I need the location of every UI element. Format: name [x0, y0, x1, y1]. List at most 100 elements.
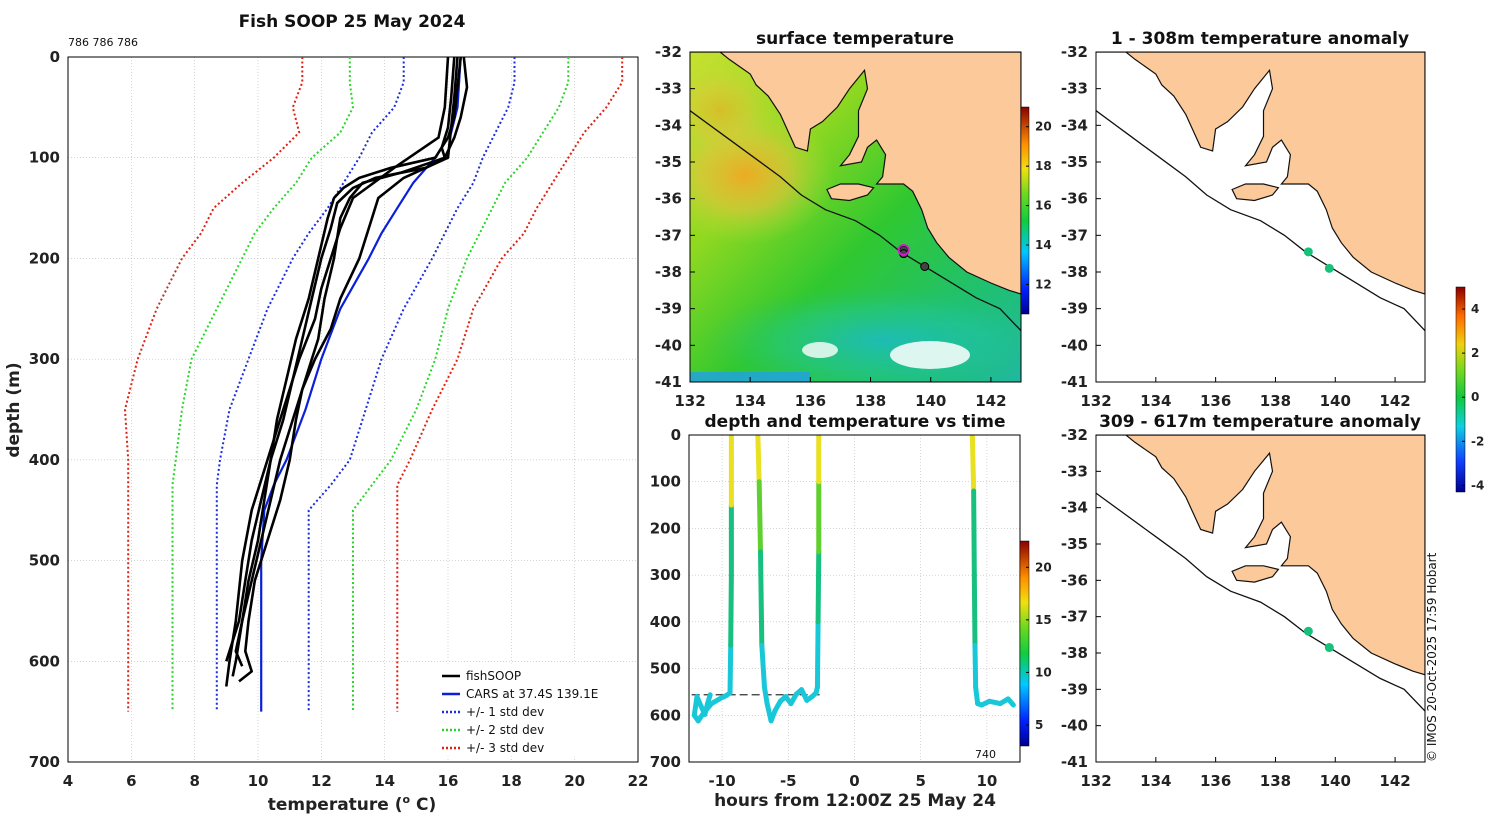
- anom-lower-panel: 309 - 617m temperature anomaly 132 134 136…: [1061, 412, 1426, 790]
- cast-3-segment: [972, 642, 979, 690]
- y-tick-label: -34: [1061, 116, 1088, 134]
- anom-upper-points: [1303, 247, 1334, 273]
- y-tick-label: -36: [1061, 571, 1088, 589]
- cast-2-segment: [759, 642, 767, 690]
- deployment-ids: 786 786 786: [68, 36, 138, 49]
- y-tick-label: 200: [29, 249, 60, 267]
- cast-2-segment: [761, 684, 770, 707]
- cast-2-segment: [756, 479, 763, 555]
- legend-cars: CARS at 37.4S 139.1E: [466, 687, 598, 701]
- current-station-highlight: [897, 244, 910, 256]
- sst-cloud-mask: [890, 341, 970, 369]
- x-tick-label: 6: [126, 772, 136, 790]
- anom-upper-x-ticks: 132 134 136 138 140 142: [1080, 377, 1411, 410]
- cast-2-segment: [815, 549, 822, 625]
- y-tick-label: -36: [655, 190, 682, 208]
- y-tick-label: 300: [29, 350, 60, 368]
- y-tick-label: -39: [1061, 300, 1088, 318]
- x-tick-label: 134: [1140, 392, 1171, 410]
- profile-axes-box: [67, 56, 639, 763]
- legend-std2: +/- 2 std dev: [466, 723, 544, 737]
- anom-lower-axes-box: [1095, 434, 1426, 763]
- y-tick-label: -41: [655, 373, 682, 391]
- y-tick-label: 0: [671, 426, 681, 444]
- x-tick-label: 138: [1260, 772, 1291, 790]
- x-tick-label: 136: [1200, 772, 1231, 790]
- y-tick-label: -41: [1061, 753, 1088, 771]
- time-y-ticks: 0 100 200 300 400 500 600 700: [650, 426, 681, 771]
- x-tick-label: 18: [501, 772, 522, 790]
- y-tick-label: -37: [1061, 226, 1088, 244]
- kangaroo-island: [1231, 183, 1280, 202]
- x-tick-label: 140: [915, 392, 946, 410]
- y-tick-label: -33: [655, 80, 682, 98]
- cast-2-segment: [814, 619, 821, 690]
- x-tick-label: 134: [1140, 772, 1171, 790]
- x-tick-label: 142: [1379, 392, 1410, 410]
- x-tick-label: 10: [248, 772, 269, 790]
- y-tick-label: 600: [29, 652, 60, 670]
- x-tick-label: 22: [628, 772, 649, 790]
- legend-std3: +/- 3 std dev: [466, 741, 544, 755]
- kangaroo-island: [1231, 565, 1280, 583]
- std2-minus-line: [171, 57, 354, 712]
- colorbar-tick-label: 2: [1471, 346, 1479, 360]
- y-tick-label: -34: [655, 116, 682, 134]
- anom-lower-x-ticks: 132 134 136 138 140 142: [1080, 757, 1411, 790]
- colorbar-tick-label: -4: [1471, 478, 1484, 492]
- anomaly-colorbar-ticks: 4 2 0 -2 -4: [1462, 302, 1484, 492]
- cast-1-segment: [727, 642, 734, 696]
- legend-box: [436, 663, 634, 757]
- profile-grid: [68, 57, 638, 762]
- time-x-label: hours from 12:00Z 25 May 24: [714, 791, 996, 811]
- x-tick-label: 142: [1379, 772, 1410, 790]
- cast-2-segment: [755, 435, 762, 485]
- profile-lines: [124, 56, 624, 712]
- colorbar-tick-label: 12: [1035, 277, 1052, 291]
- y-tick-label: -32: [655, 43, 682, 61]
- y-tick-label: 300: [650, 566, 681, 584]
- profile-y-label: depth (m): [4, 362, 24, 457]
- colorbar-tick-label: 0: [1471, 390, 1479, 404]
- anomaly-point-1: [1303, 626, 1313, 636]
- anom-lower-map: [1096, 435, 1425, 762]
- anom-upper-axes-box: [1095, 51, 1426, 383]
- y-tick-label: 100: [650, 473, 681, 491]
- legend-std1: +/- 1 std dev: [466, 705, 544, 719]
- land-mass: [690, 52, 1021, 295]
- fishsoop-profile-4: [238, 56, 459, 683]
- y-tick-label: 600: [650, 706, 681, 724]
- x-tick-label: 8: [189, 772, 199, 790]
- cast-3-segment: [1005, 696, 1016, 708]
- y-tick-label: 100: [29, 149, 60, 167]
- time-grid: [689, 435, 1020, 762]
- cast-3-segment: [971, 572, 978, 648]
- y-tick-label: 500: [650, 660, 681, 678]
- time-title: depth and temperature vs time: [705, 412, 1006, 432]
- time-axes-box: [688, 434, 1021, 763]
- x-tick-label: 134: [735, 392, 766, 410]
- x-tick-label: 136: [1200, 392, 1231, 410]
- colorbar-tick-label: 15: [1035, 613, 1052, 627]
- time-casts: [691, 435, 1016, 724]
- time-x-ticks: -10 -5 0 5 10: [709, 772, 998, 790]
- anom-upper-y-ticks: -32 -33 -34 -35 -36 -37 -38 -39 -40 -41: [1061, 43, 1101, 391]
- y-tick-label: -39: [1061, 680, 1088, 698]
- sst-colorbar: [1020, 106, 1030, 315]
- y-tick-label: -35: [655, 153, 682, 171]
- anom-upper-title: 1 - 308m temperature anomaly: [1111, 29, 1409, 49]
- anom-upper-map: [1096, 52, 1425, 382]
- y-tick-label: -41: [1061, 373, 1088, 391]
- y-tick-label: 500: [29, 552, 60, 570]
- x-tick-label: 5: [915, 772, 925, 790]
- y-tick-label: -40: [655, 336, 682, 354]
- y-tick-label: 200: [650, 519, 681, 537]
- profile-y-ticks: 0 100 200 300 400 500 600 700: [29, 48, 60, 771]
- kangaroo-island: [826, 183, 875, 202]
- colorbar-tick-label: 20: [1035, 560, 1052, 574]
- land-mass: [1096, 435, 1425, 676]
- y-tick-label: -32: [1061, 43, 1088, 61]
- anomaly-point-2: [1324, 643, 1334, 653]
- y-tick-label: -33: [1061, 462, 1088, 480]
